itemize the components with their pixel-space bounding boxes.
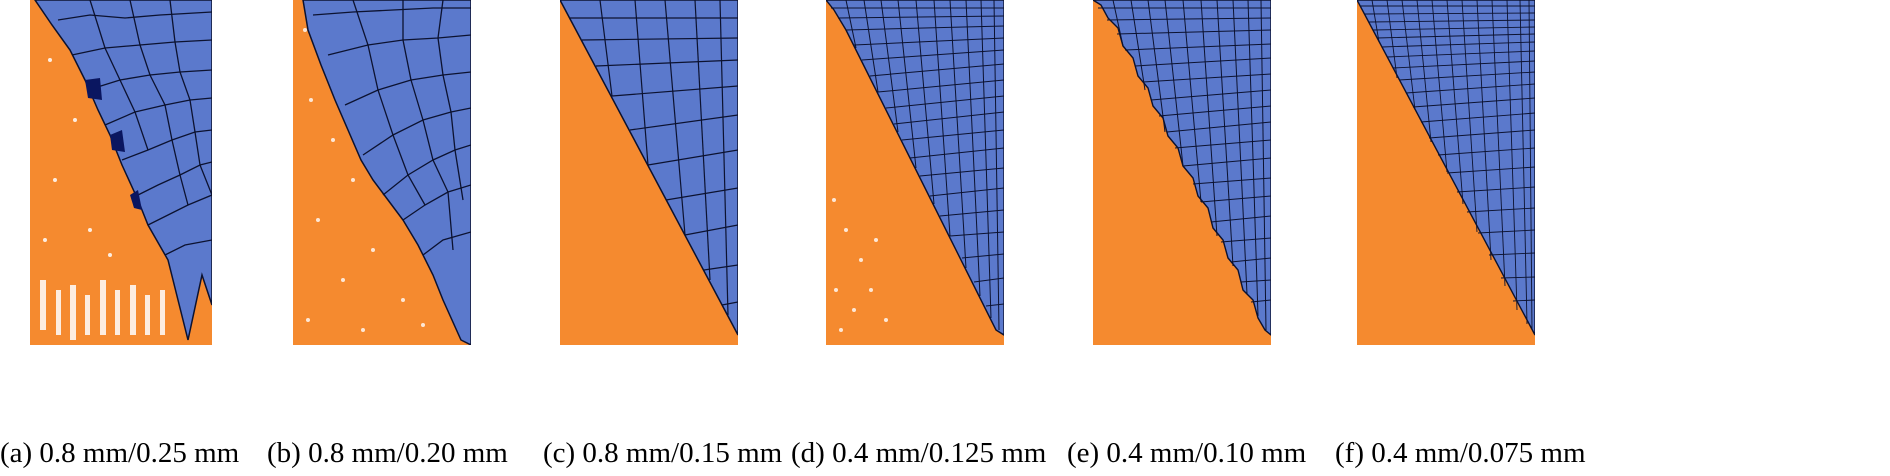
tool-mesh-region <box>302 0 471 345</box>
mesh-figure-b <box>293 0 471 345</box>
panel-f: (f) 0.4 mm/0.075 mm <box>1335 0 1586 469</box>
mesh-figure-f <box>1357 0 1535 345</box>
mesh-lines <box>1098 0 1271 331</box>
panel-b: (b) 0.8 mm/0.20 mm <box>267 0 508 469</box>
panel-c: (c) 0.8 mm/0.15 mm <box>543 0 782 469</box>
mesh-lines <box>570 0 738 316</box>
workpiece-speckle <box>40 58 165 340</box>
panel-caption: (c) 0.8 mm/0.15 mm <box>543 437 783 469</box>
panel-caption: (b) 0.8 mm/0.20 mm <box>267 437 508 469</box>
mesh-lines <box>831 0 1004 331</box>
mesh-figure-d <box>826 0 1004 345</box>
mesh-lines <box>312 0 471 256</box>
mesh-lines <box>1360 0 1535 331</box>
mesh-figure-e <box>1093 0 1271 345</box>
mesh-lines <box>57 0 212 256</box>
panel-caption: (d) 0.4 mm/0.125 mm <box>791 437 1047 469</box>
panel-e: (e) 0.4 mm/0.10 mm <box>1067 0 1306 469</box>
panel-caption: (e) 0.4 mm/0.10 mm <box>1067 437 1307 469</box>
mesh-figure-c <box>560 0 738 345</box>
panel-caption: (a) 0.8 mm/0.25 mm <box>0 437 240 469</box>
fracture-voids <box>85 78 142 210</box>
mesh-figure-a <box>30 0 212 345</box>
workpiece-speckle <box>832 198 888 332</box>
panel-a: (a) 0.8 mm/0.25 mm <box>0 0 239 469</box>
panel-caption: (f) 0.4 mm/0.075 mm <box>1335 437 1586 469</box>
tool-mesh-region <box>560 0 738 336</box>
panel-d: (d) 0.4 mm/0.125 mm <box>791 0 1046 469</box>
